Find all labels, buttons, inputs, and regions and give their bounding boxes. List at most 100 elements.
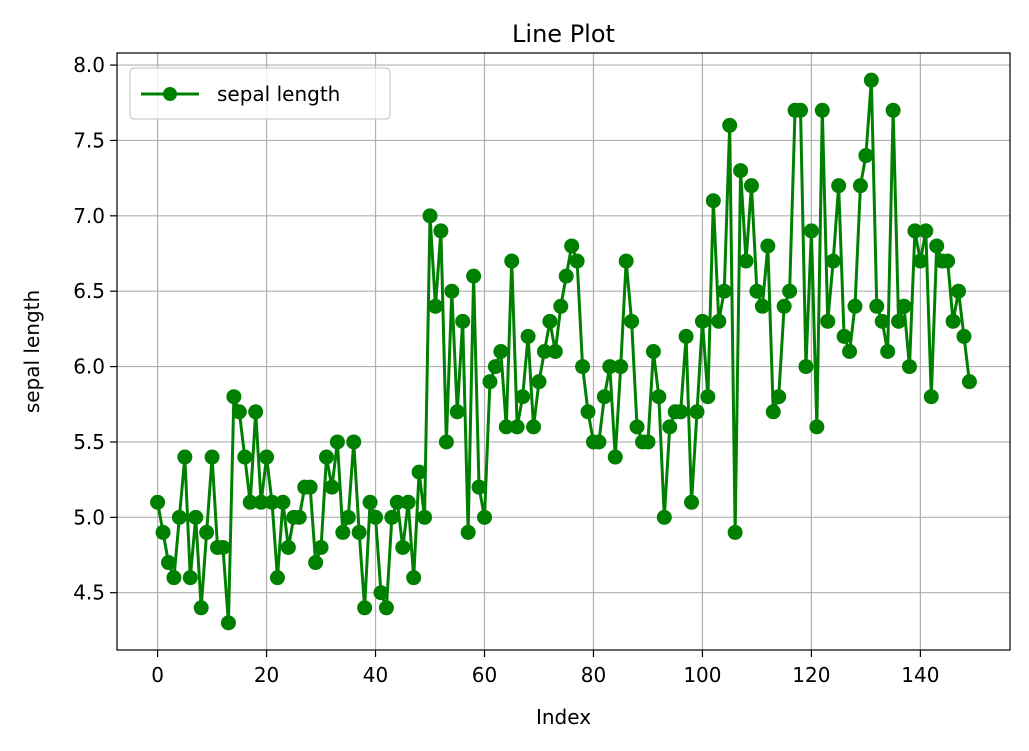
data-point: [722, 117, 738, 133]
data-point: [836, 328, 852, 344]
data-point: [204, 449, 220, 465]
data-point: [259, 449, 275, 465]
data-point: [711, 313, 727, 329]
legend: sepal length: [129, 67, 391, 120]
data-point: [166, 570, 182, 586]
y-tick-label: 7.0: [73, 204, 105, 228]
data-point: [607, 449, 623, 465]
data-point: [531, 374, 547, 390]
y-axis: 4.5 5.0 5.5 6.0 6.5 7.0 7.5 8.0: [73, 53, 117, 605]
data-point: [591, 434, 607, 450]
data-point: [160, 555, 176, 571]
data-point: [738, 253, 754, 269]
data-point: [357, 600, 373, 616]
data-point: [199, 524, 215, 540]
data-point: [384, 509, 400, 525]
data-point: [945, 313, 961, 329]
data-point: [449, 404, 465, 420]
data-point: [171, 509, 187, 525]
x-tick-label: 20: [254, 663, 279, 687]
data-point: [678, 328, 694, 344]
x-axis-label: Index: [536, 705, 591, 729]
data-point: [275, 494, 291, 510]
data-point: [253, 494, 269, 510]
y-tick-label: 5.0: [73, 505, 105, 529]
y-tick-label: 4.5: [73, 581, 105, 605]
plot-frame: [116, 52, 1011, 651]
legend-box: [129, 67, 391, 120]
data-point: [308, 555, 324, 571]
data-point: [896, 298, 912, 314]
data-point: [814, 102, 830, 118]
data-point: [318, 449, 334, 465]
data-point: [389, 494, 405, 510]
data-point: [852, 178, 868, 194]
data-point: [351, 524, 367, 540]
data-point: [422, 208, 438, 224]
data-point: [575, 359, 591, 375]
data-point: [504, 253, 520, 269]
legend-entry-label: sepal length: [217, 82, 340, 106]
data-point: [940, 253, 956, 269]
data-point: [918, 223, 934, 239]
data-point: [705, 193, 721, 209]
data-point: [237, 449, 253, 465]
data-point: [564, 238, 580, 254]
data-point: [961, 374, 977, 390]
grid-lines: [117, 53, 1010, 650]
data-point: [956, 328, 972, 344]
data-point: [242, 494, 258, 510]
data-point: [662, 419, 678, 435]
data-point: [220, 615, 236, 631]
data-point: [302, 479, 318, 495]
data-point: [417, 509, 433, 525]
data-point: [466, 268, 482, 284]
data-point: [765, 404, 781, 420]
data-point: [438, 434, 454, 450]
data-point: [373, 585, 389, 601]
data-point: [455, 313, 471, 329]
series-layer: [150, 72, 977, 631]
data-point: [907, 223, 923, 239]
x-tick-label: 80: [581, 663, 606, 687]
x-tick-label: 120: [792, 663, 830, 687]
y-tick-label: 8.0: [73, 53, 105, 77]
data-point: [771, 389, 787, 405]
y-tick-label: 6.0: [73, 355, 105, 379]
data-point: [716, 283, 732, 299]
data-point: [776, 298, 792, 314]
data-point: [520, 328, 536, 344]
data-point: [215, 539, 231, 555]
data-point: [406, 570, 422, 586]
data-point: [509, 419, 525, 435]
data-point: [891, 313, 907, 329]
x-tick-label: 100: [683, 663, 721, 687]
data-point: [613, 359, 629, 375]
data-point: [498, 419, 514, 435]
data-point: [901, 359, 917, 375]
x-tick-label: 40: [363, 663, 388, 687]
data-point: [743, 178, 759, 194]
data-point: [923, 389, 939, 405]
data-point: [684, 494, 700, 510]
data-point: [760, 238, 776, 254]
data-point: [433, 223, 449, 239]
data-point: [444, 283, 460, 299]
data-point: [869, 298, 885, 314]
data-point: [411, 464, 427, 480]
data-point: [482, 374, 498, 390]
y-axis-label: sepal length: [20, 290, 44, 413]
data-point: [493, 344, 509, 359]
data-point: [656, 509, 672, 525]
x-tick-label: 60: [472, 663, 497, 687]
data-point: [798, 359, 814, 375]
data-point: [335, 524, 351, 540]
data-point: [177, 449, 193, 465]
data-point: [831, 178, 847, 194]
data-point: [329, 434, 345, 450]
data-point: [536, 344, 552, 359]
data-point: [694, 313, 710, 329]
data-point: [280, 539, 296, 555]
data-point: [842, 344, 858, 359]
